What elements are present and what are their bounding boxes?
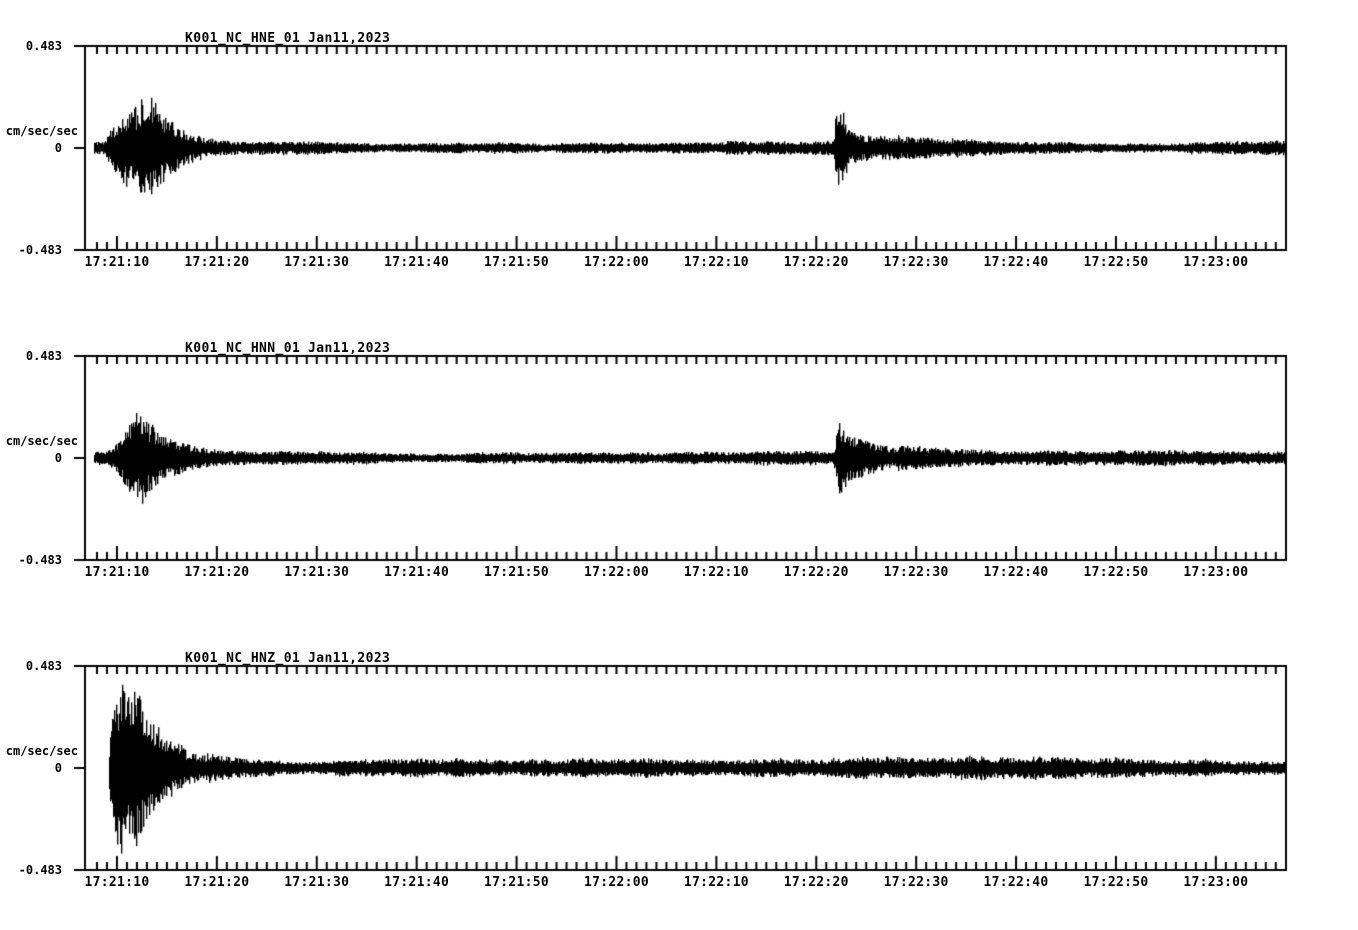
y-max-tick-label: 0.483 <box>25 39 62 53</box>
y-axis-units-label: cm/sec/sec <box>5 124 78 138</box>
seismogram-canvas-hnn <box>0 310 1358 620</box>
y-min-tick-label: -0.483 <box>18 863 62 877</box>
seismogram-panel-hne: K001_NC_HNE_01 Jan11,2023 0.483 cm/sec/s… <box>0 0 1358 310</box>
trace-date-label: Jan11,2023 <box>308 341 391 356</box>
y-min-tick-label: -0.483 <box>18 243 62 257</box>
trace-date-label: Jan11,2023 <box>308 651 391 666</box>
seismogram-canvas-hnz <box>0 620 1358 930</box>
trace-date-label: Jan11,2023 <box>308 31 391 46</box>
y-max-tick-label: 0.483 <box>25 349 62 363</box>
y-zero-tick-label: 0 <box>54 451 62 465</box>
y-axis-units-label: cm/sec/sec <box>5 434 78 448</box>
seismogram-panel-hnn: K001_NC_HNN_01 Jan11,2023 0.483 cm/sec/s… <box>0 310 1358 620</box>
y-min-tick-label: -0.483 <box>18 553 62 567</box>
y-axis-units-label: cm/sec/sec <box>5 744 78 758</box>
seismogram-panel-hnz: K001_NC_HNZ_01 Jan11,2023 0.483 cm/sec/s… <box>0 620 1358 930</box>
y-max-tick-label: 0.483 <box>25 659 62 673</box>
y-zero-tick-label: 0 <box>54 761 62 775</box>
trace-title: K001_NC_HNE_01 <box>185 31 301 46</box>
trace-title: K001_NC_HNN_01 <box>185 341 301 356</box>
y-zero-tick-label: 0 <box>54 141 62 155</box>
trace-title: K001_NC_HNZ_01 <box>185 651 301 666</box>
seismogram-canvas-hne <box>0 0 1358 310</box>
